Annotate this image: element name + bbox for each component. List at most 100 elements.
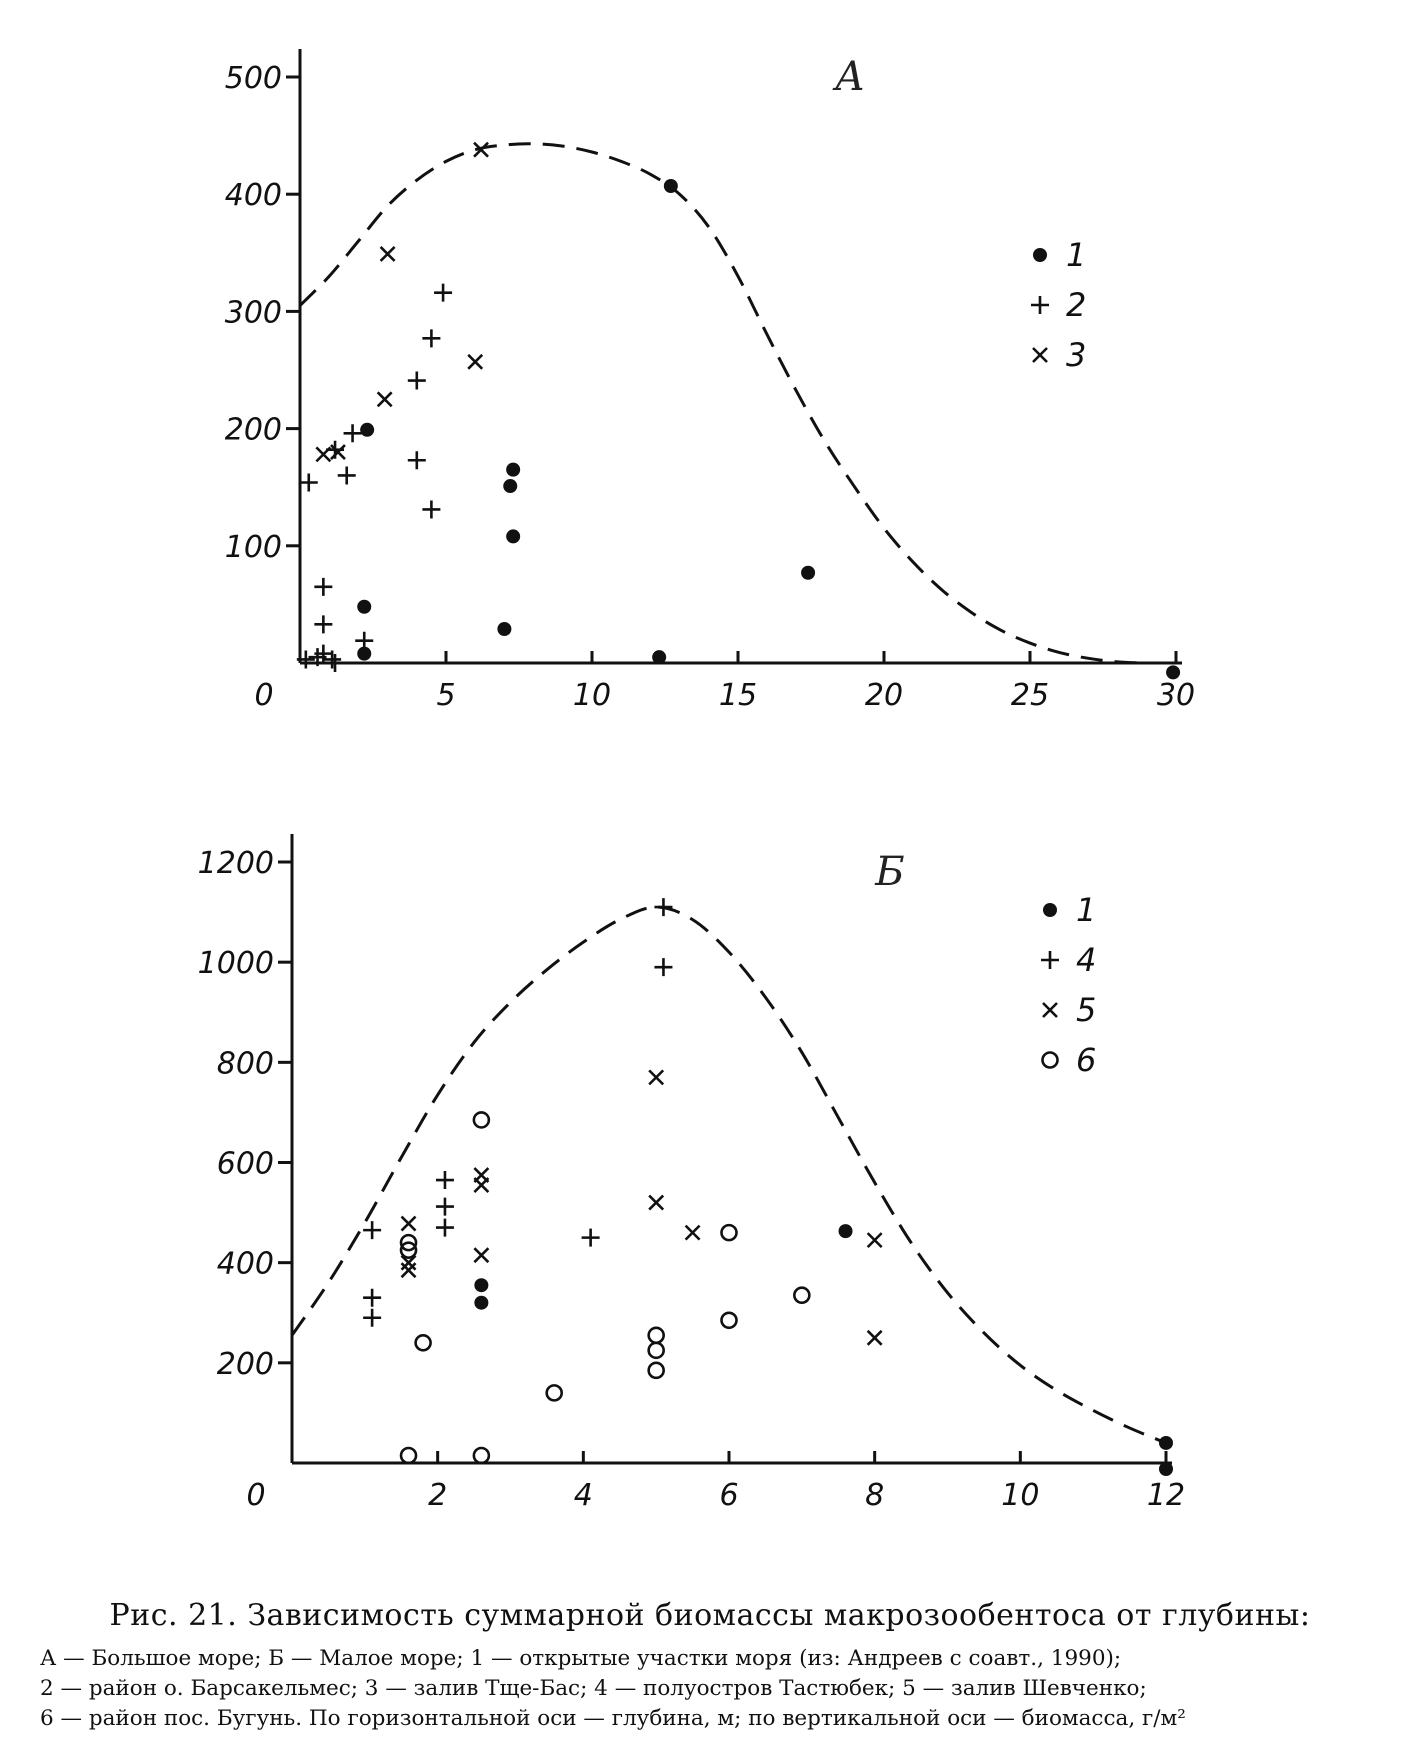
data-point-series-6	[414, 1334, 432, 1352]
data-point-series-3	[379, 246, 396, 262]
data-point-series-6	[793, 1286, 811, 1305]
y-tick-label: 200	[225, 413, 282, 448]
chart-panel-2: 200 400 600 800 1000 1200 0 2 4 6 8 10 12 Б 1 4 5 6	[198, 834, 1185, 1513]
data-point-series-5	[648, 1194, 665, 1211]
panel-letter: Б	[874, 849, 904, 895]
data-point-series-6	[647, 1326, 665, 1345]
x-tick-label: 12	[1147, 1478, 1185, 1513]
legend-marker-2	[1031, 296, 1049, 314]
data-point-series-3	[330, 444, 346, 460]
y-tick-label: 800	[217, 1046, 274, 1081]
envelope-curve	[290, 905, 1167, 1445]
data-point-series-2	[407, 371, 426, 390]
caption-line-3: 6 — район пос. Бугунь. По горизонтальной…	[40, 1706, 1186, 1731]
data-point-series-1	[474, 1278, 489, 1293]
data-point-series-4	[654, 898, 673, 917]
data-point-series-5	[473, 1247, 490, 1264]
y-tick-label: 1200	[198, 846, 274, 881]
data-point-series-4	[363, 1288, 382, 1307]
data-point-series-1	[474, 1295, 489, 1310]
data-point-series-1	[652, 650, 667, 665]
legend-label-6: 6	[1076, 1041, 1096, 1079]
data-point-series-4	[363, 1221, 382, 1240]
data-point-series-6	[545, 1384, 564, 1402]
data-point-series-5	[648, 1069, 665, 1086]
legend-label-2: 2	[1066, 286, 1086, 324]
data-point-series-4	[435, 1171, 454, 1190]
data-point-series-5	[866, 1329, 883, 1346]
y-tick-label: 300	[225, 295, 282, 330]
data-point-series-1	[357, 599, 372, 614]
chart-panel-1: 100 200 300 400 500 0 5 10 15 20 25 30 А 1 2 3	[225, 49, 1195, 713]
caption-line-2: 2 — район о. Барсакельмес; 3 — залив Тще…	[40, 1676, 1147, 1701]
envelope-curve	[298, 142, 1147, 665]
y-tick-label: 1000	[198, 946, 274, 981]
x-tick-label: 10	[573, 678, 611, 713]
x-tick-label: 6	[719, 1478, 738, 1513]
data-point-series-2	[343, 424, 362, 443]
y-tick-label: 400	[225, 178, 282, 213]
data-point-series-4	[435, 1197, 454, 1216]
y-tick-label: 100	[225, 530, 282, 565]
legend-marker-1	[1033, 248, 1047, 262]
data-point-series-1	[506, 529, 521, 544]
data-point-series-5	[866, 1232, 883, 1249]
data-point-series-2	[355, 631, 374, 650]
data-point-series-2	[422, 329, 441, 348]
data-point-series-6	[720, 1223, 738, 1242]
x-tick-label: 8	[865, 1478, 884, 1513]
legend-marker-6	[1041, 1051, 1059, 1069]
figure-caption-legend: А — Большое море; Б — Малое море; 1 — от…	[40, 1644, 1380, 1734]
data-point-series-2	[314, 577, 333, 596]
legend-label-4: 4	[1076, 941, 1096, 979]
data-point-series-2	[422, 500, 441, 519]
y-tick-label: 500	[225, 61, 282, 96]
data-point-series-1	[360, 422, 375, 437]
data-point-series-1	[801, 565, 816, 580]
legend: 1 2 3	[1031, 236, 1086, 374]
data-point-series-1	[1159, 1462, 1173, 1477]
legend-marker-3	[1032, 347, 1048, 363]
figure-caption-title: Рис. 21. Зависимость суммарной биомассы …	[109, 1598, 1311, 1633]
data-point-series-2	[314, 615, 333, 634]
data-point-series-1	[1159, 1435, 1173, 1450]
data-point-series-3	[467, 353, 484, 370]
data-point-series-1	[1166, 665, 1181, 680]
data-point-series-2	[296, 650, 315, 669]
data-point-series-5	[473, 1177, 490, 1193]
y-tick-label: 600	[217, 1147, 274, 1182]
x-tick-label: 10	[1001, 1478, 1039, 1513]
data-point-series-6	[472, 1111, 491, 1129]
data-point-series-6	[647, 1361, 665, 1380]
data-point-series-5	[400, 1215, 417, 1232]
data-point-series-6	[720, 1311, 738, 1330]
data-point-series-2	[323, 650, 342, 669]
data-point-series-5	[400, 1262, 417, 1279]
x-tick-label: 0	[246, 1478, 265, 1513]
legend-label-1: 1	[1066, 236, 1086, 274]
data-point-series-6	[399, 1241, 418, 1259]
data-point-series-2	[326, 654, 345, 672]
data-point-series-1	[503, 479, 518, 494]
legend-label-5: 5	[1076, 991, 1096, 1029]
x-tick-label: 15	[719, 678, 757, 713]
x-tick-label: 25	[1011, 678, 1049, 713]
legend: 1 4 5 6	[1041, 891, 1096, 1079]
data-point-series-6	[647, 1341, 665, 1360]
data-point-series-1	[357, 646, 372, 661]
data-point-series-1	[838, 1224, 853, 1239]
data-point-series-6	[399, 1446, 418, 1465]
legend-label-1: 1	[1076, 891, 1096, 929]
y-tick-label: 200	[217, 1347, 274, 1382]
data-point-series-5	[684, 1224, 701, 1241]
legend-marker-4	[1041, 951, 1059, 969]
x-tick-label: 4	[574, 1478, 593, 1513]
legend-marker-1	[1043, 903, 1057, 917]
data-point-series-6	[399, 1233, 418, 1252]
data-point-series-2	[337, 466, 356, 485]
data-point-series-4	[581, 1228, 600, 1247]
data-point-series-3	[315, 446, 332, 463]
data-point-series-1	[506, 462, 521, 477]
data-point-series-1	[663, 178, 678, 193]
